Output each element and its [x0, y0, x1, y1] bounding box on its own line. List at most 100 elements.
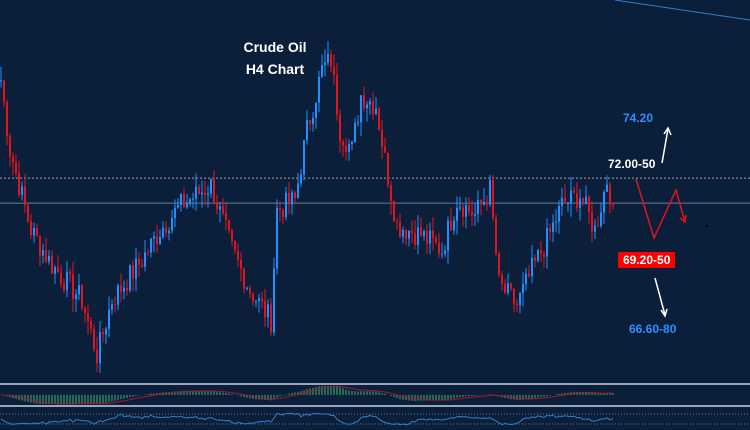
candle-body — [180, 193, 182, 205]
candle-body — [63, 283, 65, 291]
macd-histogram — [3, 386, 614, 404]
candle-body — [246, 287, 248, 289]
candle-body — [405, 229, 407, 239]
up-arrowhead — [663, 126, 672, 136]
candle-body — [384, 146, 386, 153]
candle-body — [606, 184, 608, 192]
candle-body — [489, 180, 491, 205]
candle-body — [342, 141, 344, 146]
candle-body — [522, 283, 524, 293]
candle-body — [513, 288, 515, 304]
candle-body — [312, 117, 314, 124]
projection-arrowhead — [679, 214, 687, 224]
candle-body — [42, 250, 44, 256]
candle-body — [393, 200, 395, 222]
chart-title: Crude Oil — [243, 39, 307, 55]
candle-body — [201, 192, 203, 195]
candle-body — [6, 101, 8, 137]
candle-body — [225, 213, 227, 220]
candle-body — [441, 253, 443, 255]
candle-body — [339, 115, 341, 142]
candle-body — [492, 180, 494, 218]
candle-body — [75, 294, 77, 300]
candle-body — [108, 309, 110, 329]
candle-body — [537, 249, 539, 261]
chart-title-block: Crude Oil H4 Chart — [220, 36, 330, 80]
candle-body — [519, 292, 521, 306]
candle-body — [348, 144, 350, 153]
candle-body — [423, 231, 425, 237]
candle-body — [471, 211, 473, 216]
candle-body — [549, 228, 551, 232]
candle-body — [438, 242, 440, 254]
candle-body — [72, 274, 74, 300]
candle-body — [576, 192, 578, 208]
candle-body — [369, 101, 371, 105]
candle-body — [363, 95, 365, 109]
candle-body — [456, 207, 458, 221]
candle-body — [444, 250, 446, 254]
candle-body — [159, 236, 161, 245]
candle-body — [366, 104, 368, 109]
candle-body — [27, 204, 29, 221]
candle-body — [99, 331, 101, 364]
candle-body — [204, 192, 206, 195]
candle-body — [261, 298, 263, 302]
target-down-label: 66.60-80 — [629, 322, 677, 336]
candle-body — [18, 172, 20, 195]
candle-body — [459, 207, 461, 209]
candle-body — [162, 227, 164, 237]
candle-body — [264, 301, 266, 318]
candle-body — [123, 287, 125, 292]
candle-body — [96, 349, 98, 364]
candle-body — [318, 76, 320, 103]
candle-body — [390, 185, 392, 201]
candle-body — [585, 196, 587, 203]
candle-body — [54, 267, 56, 274]
candle-body — [300, 174, 302, 184]
candle-body — [24, 186, 26, 205]
candle-body — [87, 313, 89, 321]
candle-body — [510, 283, 512, 289]
candle-body — [594, 225, 596, 232]
chart-subtitle: H4 Chart — [245, 61, 305, 77]
candle-body — [60, 272, 62, 284]
candle-body — [468, 205, 470, 212]
candle-body — [447, 220, 449, 251]
candle-body — [486, 202, 488, 205]
candle-body — [414, 233, 416, 245]
candle-body — [450, 220, 452, 231]
candle-body — [528, 273, 530, 276]
candle-body — [3, 80, 5, 102]
candle-body — [324, 62, 326, 66]
candle-body — [360, 95, 362, 123]
up-arrow — [661, 128, 669, 164]
candle-body — [39, 236, 41, 256]
down-arrowhead — [660, 308, 668, 318]
candle-body — [210, 178, 212, 194]
candle-body — [591, 212, 593, 232]
candle-body — [357, 122, 359, 124]
candle-body — [144, 252, 146, 267]
candle-body — [474, 214, 476, 216]
candle-body — [51, 255, 53, 274]
candle-body — [57, 267, 59, 273]
candle-body — [303, 140, 305, 175]
candle-body — [138, 258, 140, 265]
candle-body — [579, 198, 581, 208]
candle-body — [156, 236, 158, 245]
candle-body — [330, 54, 332, 67]
candle-body — [540, 249, 542, 254]
macd-signal-line — [0, 385, 614, 405]
candle-body — [9, 136, 11, 157]
candle-body — [177, 204, 179, 208]
candle-body — [531, 257, 533, 276]
candle-body — [555, 221, 557, 223]
candle-body — [285, 192, 287, 217]
candle-body — [183, 193, 185, 208]
candle-body — [498, 253, 500, 275]
candle-body — [165, 227, 167, 234]
candles — [0, 41, 614, 374]
candle-body — [171, 217, 173, 231]
